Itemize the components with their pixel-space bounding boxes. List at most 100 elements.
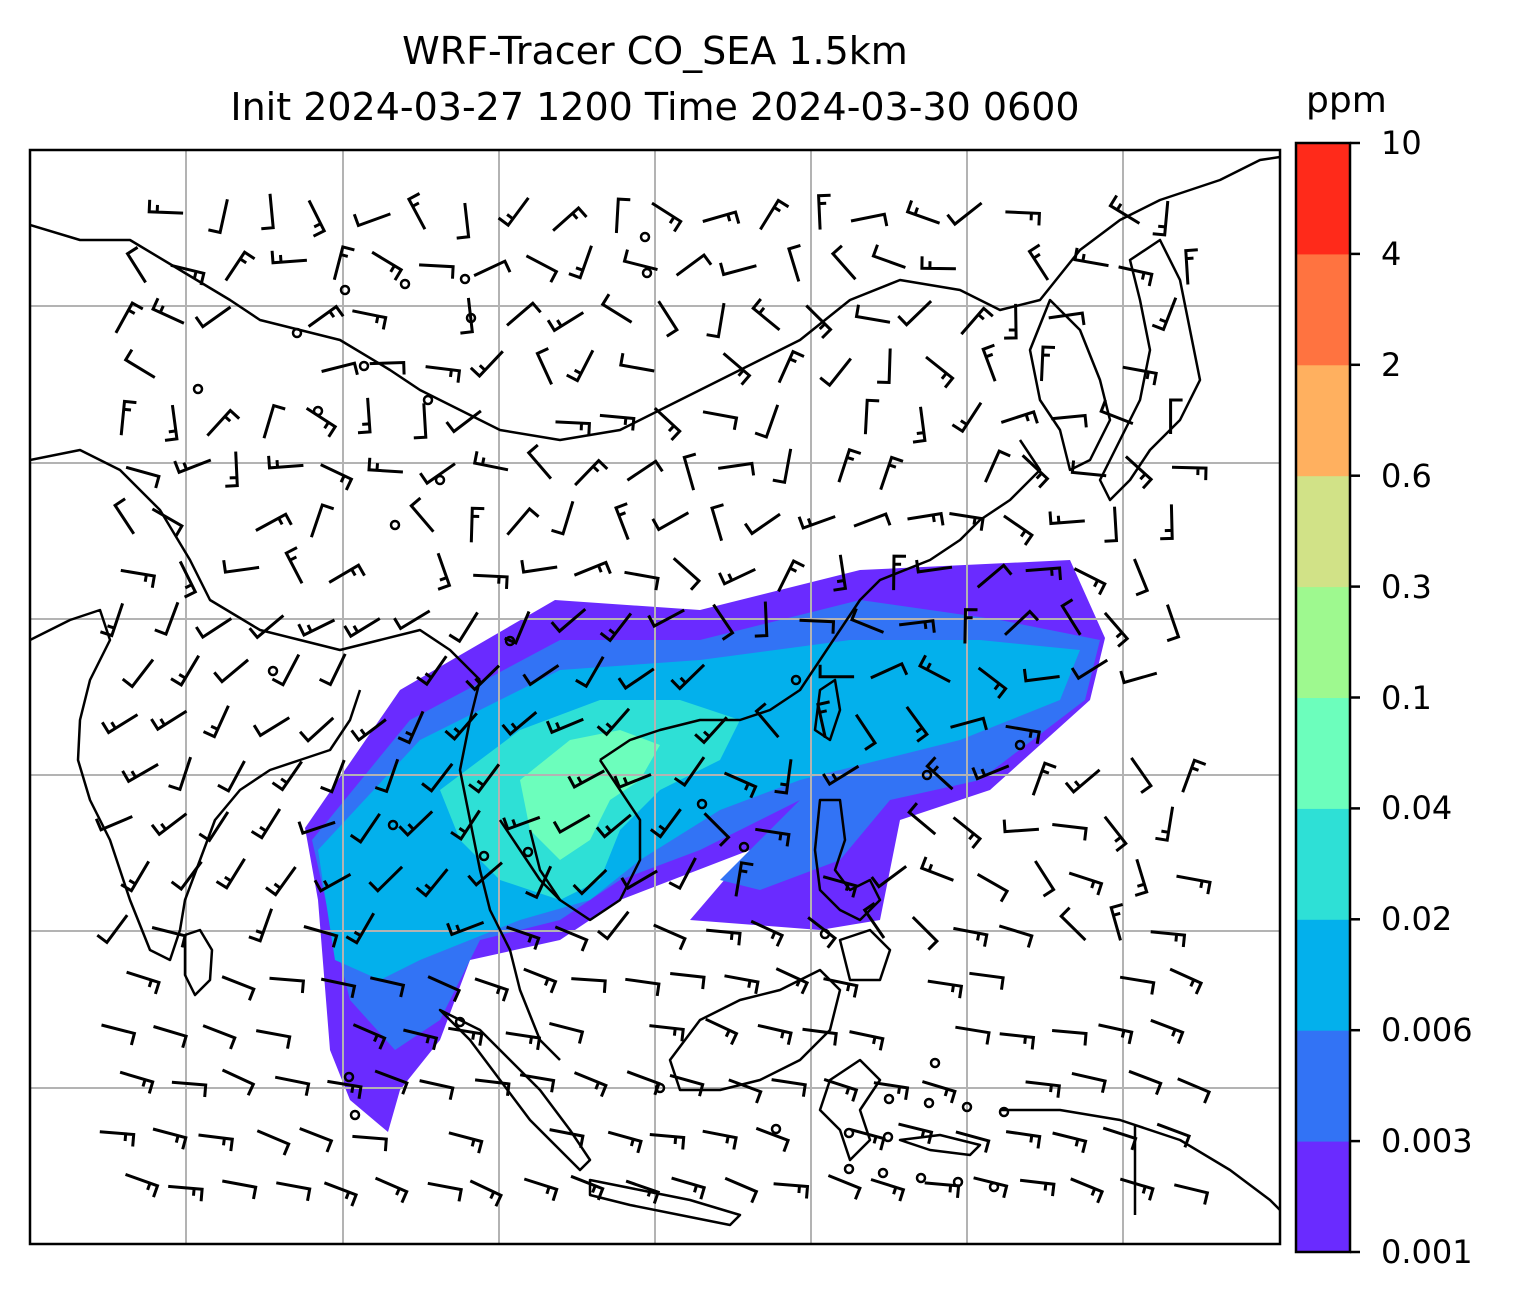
wind-barb <box>1060 598 1082 636</box>
wind-barb <box>917 654 951 684</box>
wind-barb <box>221 1068 256 1096</box>
wind-barb <box>927 979 964 999</box>
wind-barb <box>620 869 658 891</box>
wind-barb <box>403 1028 439 1051</box>
wind-barb <box>504 610 531 645</box>
sri-lanka <box>183 928 214 997</box>
wind-barb <box>171 1080 208 1098</box>
wind-barb <box>450 809 481 841</box>
colorbar-band <box>1296 919 1350 1031</box>
wind-barb <box>1119 1177 1155 1201</box>
wind-barb <box>571 977 607 993</box>
wind-barb <box>545 717 584 735</box>
wind-barb <box>419 1079 455 1101</box>
wind-barb <box>255 512 293 532</box>
wind-barb <box>898 1122 934 1145</box>
wind-barb <box>1005 1130 1042 1149</box>
colorbar-tick-label: 10 <box>1381 124 1422 162</box>
wind-barb <box>823 1077 859 1102</box>
wind-barb <box>797 515 836 530</box>
wind-barb <box>349 812 381 844</box>
wind-barb <box>262 403 286 439</box>
wind-barb <box>446 920 485 937</box>
wind-barb <box>168 1184 204 1202</box>
wind-barb <box>574 458 609 487</box>
wind-barb <box>657 300 679 338</box>
wind-barb <box>198 811 230 843</box>
wind-barb <box>474 977 510 1002</box>
wind-barb <box>718 567 756 586</box>
wind-barb <box>1025 566 1062 581</box>
wind-barb <box>535 347 553 386</box>
wind-barb <box>522 664 560 687</box>
wind-barb <box>202 705 230 739</box>
wind-barb <box>774 759 793 795</box>
wind-barb <box>743 512 781 536</box>
wind-barb <box>755 827 791 847</box>
wind-barb <box>1103 815 1128 853</box>
wind-barb <box>1071 1071 1107 1094</box>
wind-barb <box>506 301 542 327</box>
wind-barb <box>1070 1177 1105 1204</box>
wind-barb <box>368 865 404 893</box>
wind-barb <box>1021 454 1050 489</box>
wind-barb <box>554 925 589 952</box>
borneo <box>668 968 842 1092</box>
wind-barb <box>899 619 936 633</box>
wind-barb <box>950 716 988 731</box>
wind-barb <box>178 560 198 599</box>
india-coast <box>30 608 362 962</box>
wind-barb <box>299 1127 334 1153</box>
wind-barb <box>250 808 282 840</box>
wind-barb <box>154 601 180 637</box>
wind-barb <box>96 914 129 945</box>
wind-barb <box>425 365 462 383</box>
wind-barb <box>427 975 462 1003</box>
wind-barb <box>549 1128 585 1149</box>
wind-barb <box>649 1024 685 1042</box>
colorbar-band <box>1296 1141 1350 1253</box>
wind-barb <box>320 977 357 999</box>
wind-barb <box>777 558 805 593</box>
wind-barb <box>566 349 595 383</box>
wind-barb <box>670 663 706 691</box>
wind-barb <box>255 1029 292 1049</box>
map-subtitle: Init 2024-03-27 1200 Time 2024-03-30 060… <box>230 85 1080 129</box>
wind-barb <box>649 1133 686 1150</box>
wind-barb <box>1051 413 1088 428</box>
map-title: WRF-Tracer CO_SEA 1.5km <box>402 29 908 73</box>
wind-barb <box>705 1017 739 1046</box>
wind-barb <box>124 1172 160 1198</box>
wind-barb <box>946 201 983 227</box>
wind-barb <box>343 617 381 639</box>
wind-barb <box>757 1023 793 1046</box>
wind-barb <box>625 1179 661 1204</box>
china-coast <box>599 439 1042 762</box>
wind-barb <box>519 1073 556 1093</box>
wind-barb <box>905 706 929 743</box>
wind-barb <box>416 655 448 687</box>
wind-barb <box>1156 1122 1192 1148</box>
taiwan <box>813 678 842 742</box>
wind-barb <box>925 355 955 389</box>
wind-barb <box>421 762 454 793</box>
wind-barb <box>101 1023 137 1046</box>
colorbar <box>1294 141 1360 1254</box>
wind-barb <box>1119 975 1156 995</box>
sulawesi <box>818 1058 882 1162</box>
wind-barb <box>328 563 366 584</box>
wind-barb <box>307 304 345 328</box>
wind-barb <box>921 1080 957 1104</box>
wind-barb <box>409 496 435 533</box>
wind-barb <box>963 608 978 644</box>
wind-barb <box>575 656 605 689</box>
colorbar-tick-label: 0.02 <box>1381 900 1453 939</box>
wind-barb <box>710 503 724 542</box>
wind-barb <box>870 1178 906 1202</box>
wind-barb <box>215 858 246 890</box>
wind-barb <box>706 302 726 339</box>
wind-barb <box>1108 194 1141 225</box>
wind-barb <box>969 971 1005 990</box>
wind-barb <box>506 506 540 536</box>
wind-barb <box>787 243 801 282</box>
